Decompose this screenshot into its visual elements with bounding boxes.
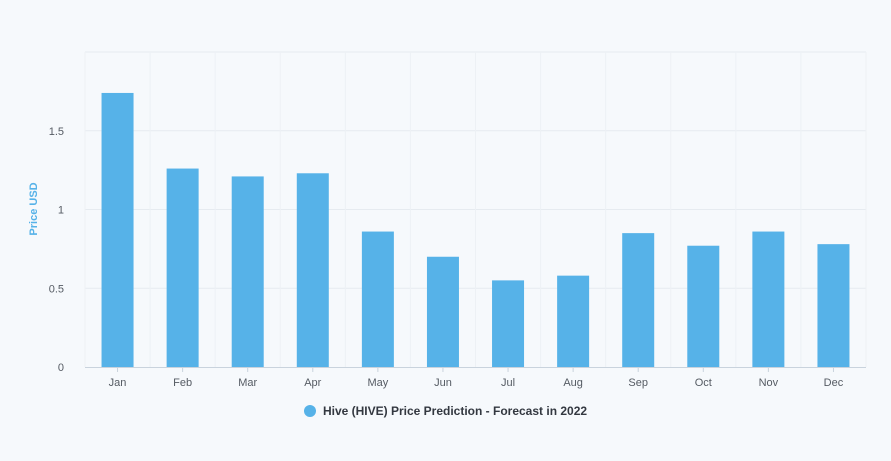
bar-jun[interactable] [426, 256, 459, 367]
bar-nov[interactable] [752, 231, 785, 367]
bar-may[interactable] [361, 231, 394, 367]
bar-mar[interactable] [231, 176, 264, 367]
bar-dec[interactable] [817, 244, 850, 367]
x-tick-label: Jun [434, 377, 452, 389]
y-tick-label: 1 [58, 205, 64, 217]
legend-label: Hive (HIVE) Price Prediction - Forecast … [322, 404, 588, 418]
x-tick-label: Mar [238, 377, 257, 389]
x-tick-label: Jul [501, 377, 515, 389]
axis-layer: Jan Feb Mar Apr May Jun Jul Aug Sep Oct Nov Dec 0 0.5… [49, 126, 866, 389]
bar-jul[interactable] [492, 280, 525, 367]
x-tick-label: May [367, 377, 388, 389]
y-tick-label: 1.5 [49, 126, 64, 138]
y-tick-label: 0.5 [49, 283, 64, 295]
x-tick-label: Nov [759, 377, 779, 389]
bar-oct[interactable] [687, 245, 720, 367]
bar-jan[interactable] [101, 92, 134, 367]
bar-aug[interactable] [557, 275, 590, 367]
x-tick-label: Dec [824, 377, 844, 389]
bar-layer [101, 92, 850, 367]
y-axis-title: Price USD [28, 182, 40, 235]
x-tick-label: Sep [628, 377, 648, 389]
grid-layer [84, 51, 867, 367]
bar-feb[interactable] [166, 168, 199, 367]
x-tick-label: Apr [304, 377, 321, 389]
legend[interactable]: Hive (HIVE) Price Prediction - Forecast … [0, 404, 891, 418]
x-tick-label: Aug [563, 377, 583, 389]
x-tick-label: Feb [173, 377, 192, 389]
x-tick-label: Jan [109, 377, 127, 389]
y-tick-label: 0 [58, 362, 64, 374]
bar-sep[interactable] [622, 233, 655, 367]
legend-marker-icon [303, 405, 316, 417]
bar-apr[interactable] [296, 173, 329, 367]
x-tick-label: Oct [695, 377, 712, 389]
